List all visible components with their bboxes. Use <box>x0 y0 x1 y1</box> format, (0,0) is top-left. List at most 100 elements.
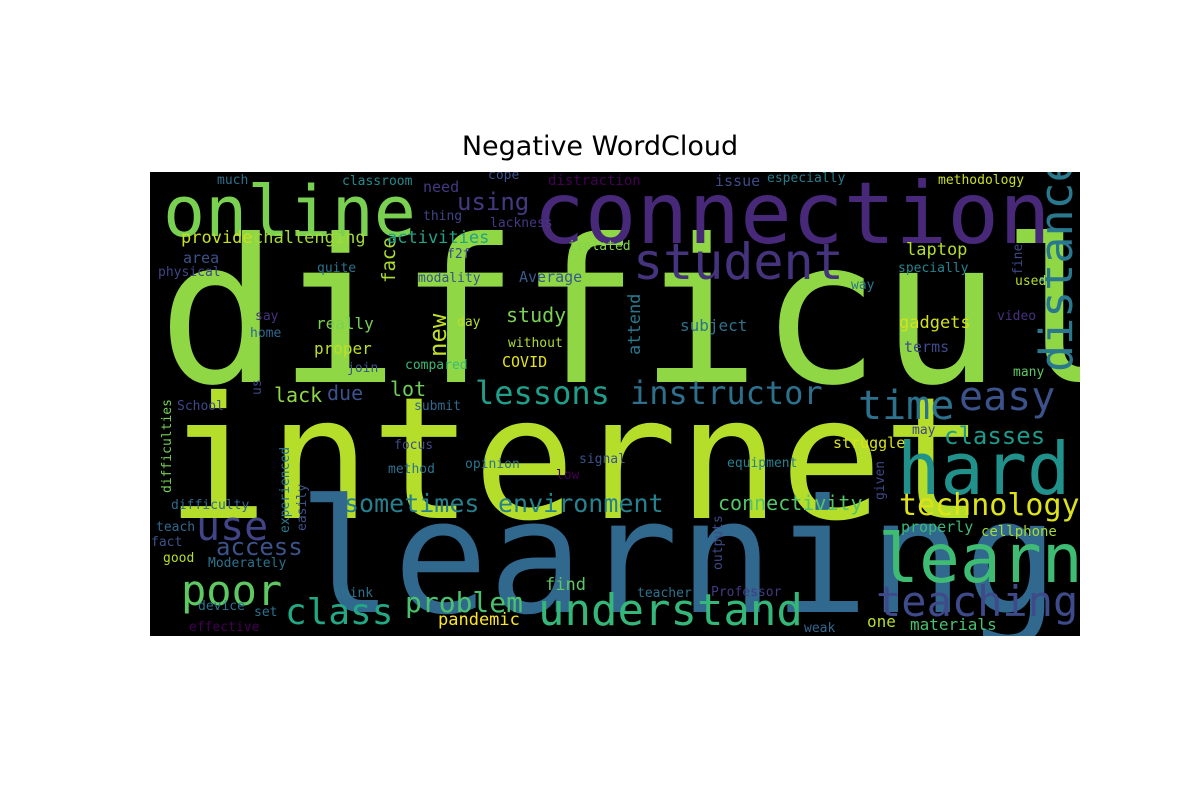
word-time: time <box>858 383 954 429</box>
word-video: video <box>997 309 1036 324</box>
word-student: student <box>633 233 844 291</box>
word-good: good <box>163 551 194 566</box>
word-difficult: difficult <box>158 197 1080 430</box>
word-proper: proper <box>314 339 372 358</box>
word-challenging: challenging <box>253 228 366 248</box>
word-professor: Professor <box>711 585 782 600</box>
word-activities: activities <box>387 228 489 248</box>
word-pandemic: pandemic <box>438 610 520 630</box>
word-given: given <box>873 461 888 500</box>
word-connection: connection <box>533 172 1051 264</box>
word-set: set <box>254 605 277 620</box>
word-use: use <box>196 504 268 550</box>
word-submit: submit <box>414 399 461 414</box>
word-quite: quite <box>317 261 356 276</box>
word-experienced: experienced <box>278 447 293 533</box>
word-learning: learning <box>298 466 1059 636</box>
word-teach: teach <box>156 520 195 535</box>
word-environment: environment <box>498 489 664 518</box>
word-understand: understand <box>538 585 803 636</box>
word-struggle: struggle <box>833 434 905 452</box>
word-effective: effective <box>189 620 260 635</box>
word-join: join <box>347 361 378 376</box>
word-provide: provide <box>181 228 253 248</box>
word-average: Average <box>519 268 582 286</box>
word-home: home <box>250 326 281 341</box>
word-access: access <box>216 533 303 561</box>
word-problem: problem <box>405 586 523 619</box>
word-device: device <box>198 599 245 614</box>
word-properly: properly <box>901 518 973 536</box>
word-say: say <box>255 309 279 324</box>
word-new: new <box>424 313 452 357</box>
wordcloud-panel: difficultinternetlearning connection onlin… <box>150 172 1080 636</box>
word-much: much <box>217 173 248 188</box>
word-one: one <box>867 612 896 631</box>
word-signal: signal <box>579 452 626 467</box>
word-distance: distance <box>1030 172 1080 372</box>
word-equipment: equipment <box>727 456 797 471</box>
word-sometimes: sometimes <box>344 489 479 518</box>
word-attend: attend <box>625 294 645 355</box>
chart-title: Negative WordCloud <box>461 131 739 162</box>
word-classroom: classroom <box>342 174 413 189</box>
word-isolated: isolated <box>568 239 631 254</box>
word-connectivity: connectivity <box>718 491 863 515</box>
word-way: way <box>851 278 875 293</box>
word-lackness: lackness <box>490 216 553 231</box>
word-issue: issue <box>715 172 760 190</box>
word-modality: modality <box>418 271 481 286</box>
word-fact: fact <box>151 535 182 550</box>
word-moderately: Moderately <box>208 556 286 571</box>
word-school: School <box>177 399 224 414</box>
wordcloud-canvas: difficultinternetlearning connection onlin… <box>151 172 1080 636</box>
word-outputs: outputs <box>711 515 726 570</box>
word-distraction: distraction <box>548 173 641 189</box>
word-subject: subject <box>680 316 747 335</box>
word-fine: fine <box>1011 244 1026 275</box>
word-need: need <box>423 178 459 196</box>
word-lot: lot <box>390 377 426 401</box>
word-lack: lack <box>274 383 322 407</box>
word-methodology: methodology <box>938 173 1024 188</box>
word-technology: technology <box>899 488 1080 523</box>
word-f2f: f2f <box>447 247 470 262</box>
word-many: many <box>1013 365 1044 380</box>
word-easily: easily <box>295 484 310 531</box>
word-difficulties: difficulties <box>160 399 175 493</box>
word-difficulty: difficulty <box>171 498 249 513</box>
word-lessons: lessons <box>475 374 610 412</box>
word-opinion: opinion <box>465 457 520 472</box>
word-may: may <box>912 423 936 438</box>
word-poor: poor <box>181 566 282 615</box>
word-think: think <box>334 586 373 601</box>
word-really: really <box>316 314 374 333</box>
word-compared: compared <box>405 358 468 373</box>
word-us: us <box>250 379 265 395</box>
word-area: area <box>183 249 219 267</box>
word-low: low <box>556 468 580 483</box>
word-day: day <box>457 315 481 330</box>
word-without: without <box>508 336 563 351</box>
word-especially: especially <box>767 172 845 186</box>
word-online: online <box>163 172 416 253</box>
word-physical: physical <box>158 265 221 280</box>
word-study: study <box>506 303 566 327</box>
word-thing: thing <box>423 209 462 224</box>
word-laptop: laptop <box>906 240 967 260</box>
word-cope: cope <box>488 172 519 183</box>
word-gadgets: gadgets <box>899 313 971 333</box>
word-covid: COVID <box>502 353 547 371</box>
word-class: class <box>285 592 393 633</box>
word-method: method <box>388 462 435 477</box>
word-materials: materials <box>910 615 997 634</box>
word-instructor: instructor <box>630 374 823 412</box>
word-terms: terms <box>904 338 949 356</box>
word-cellphone: cellphone <box>981 524 1057 540</box>
word-due: due <box>327 381 363 405</box>
word-used: used <box>1015 274 1046 289</box>
word-learn: learn <box>878 520 1080 599</box>
word-teacher: teacher <box>637 586 692 601</box>
word-teaching: teaching <box>876 577 1078 626</box>
